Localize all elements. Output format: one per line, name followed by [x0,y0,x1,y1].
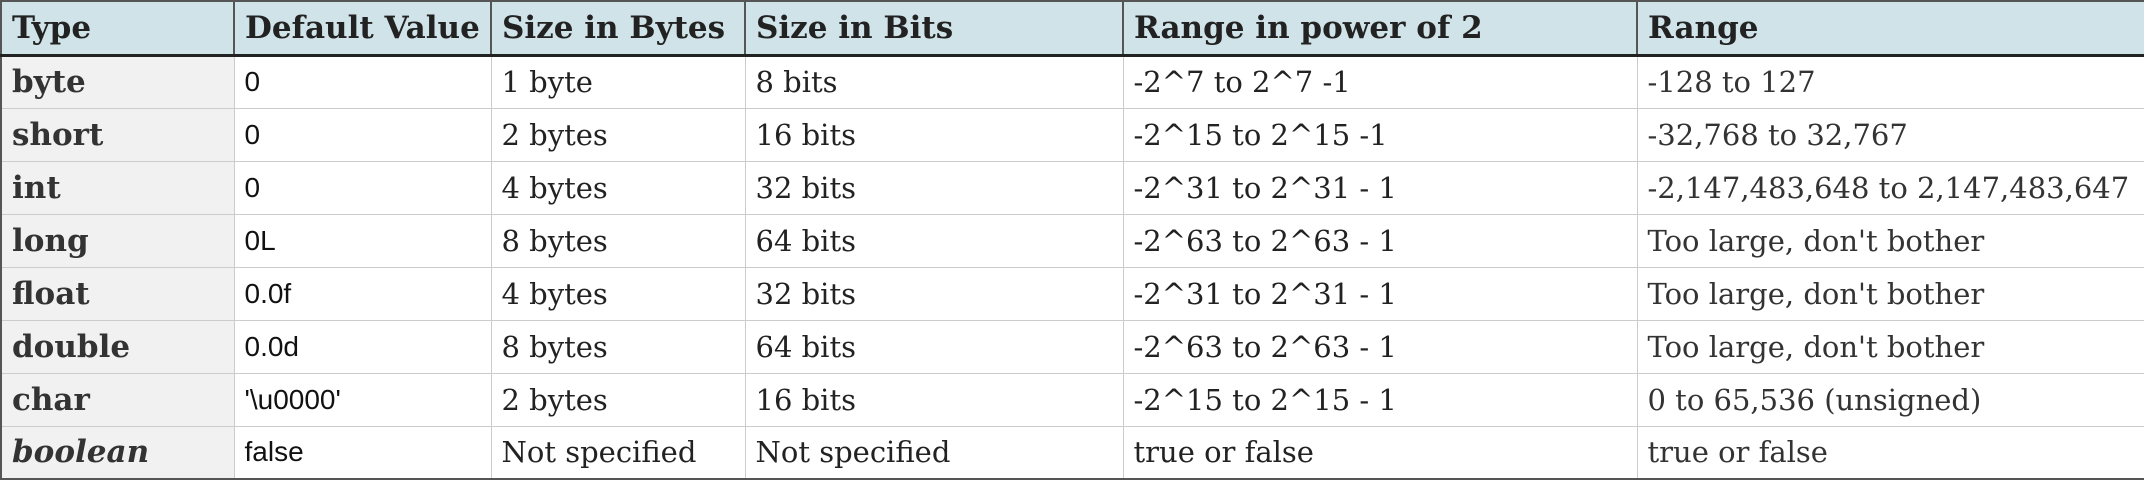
range-cell: -128 to 127 [1636,54,2144,109]
default-value-cell: 0 [233,54,492,109]
range-power-cell: -2^31 to 2^31 - 1 [1122,160,1638,215]
range-power-cell: -2^7 to 2^7 -1 [1122,54,1638,109]
size-bytes-cell: Not specified [490,425,746,480]
header-type: Type [0,0,235,57]
range-cell: Too large, don't bother [1636,213,2144,268]
size-bits-cell: 16 bits [744,107,1124,162]
table-row: int 0 4 bytes 32 bits -2^31 to 2^31 - 1 … [0,160,2144,215]
type-cell: float [0,266,235,321]
header-default-value: Default Value [233,0,492,57]
table-row: char '\u0000' 2 bytes 16 bits -2^15 to 2… [0,372,2144,427]
size-bytes-cell: 2 bytes [490,107,746,162]
size-bytes-cell: 4 bytes [490,266,746,321]
table-row: double 0.0d 8 bytes 64 bits -2^63 to 2^6… [0,319,2144,374]
range-cell: -2,147,483,648 to 2,147,483,647 [1636,160,2144,215]
type-cell: byte [0,54,235,109]
type-cell: double [0,319,235,374]
size-bytes-cell: 8 bytes [490,319,746,374]
range-power-cell: -2^63 to 2^63 - 1 [1122,319,1638,374]
default-value-cell: 0 [233,107,492,162]
type-cell: long [0,213,235,268]
range-power-cell: -2^15 to 2^15 - 1 [1122,372,1638,427]
header-range: Range [1636,0,2144,57]
size-bits-cell: Not specified [744,425,1124,480]
range-power-cell: -2^63 to 2^63 - 1 [1122,213,1638,268]
header-range-power: Range in power of 2 [1122,0,1638,57]
table-row: float 0.0f 4 bytes 32 bits -2^31 to 2^31… [0,266,2144,321]
type-cell: boolean [0,425,235,480]
header-row: Type Default Value Size in Bytes Size in… [0,0,2144,57]
size-bytes-cell: 4 bytes [490,160,746,215]
table-row: short 0 2 bytes 16 bits -2^15 to 2^15 -1… [0,107,2144,162]
type-cell: int [0,160,235,215]
range-cell: true or false [1636,425,2144,480]
range-power-cell: true or false [1122,425,1638,480]
default-value-cell: 0.0f [233,266,492,321]
table-row: boolean false Not specified Not specifie… [0,425,2144,480]
header-size-bytes: Size in Bytes [490,0,746,57]
size-bits-cell: 8 bits [744,54,1124,109]
range-power-cell: -2^31 to 2^31 - 1 [1122,266,1638,321]
size-bytes-cell: 8 bytes [490,213,746,268]
type-cell: char [0,372,235,427]
default-value-cell: false [233,425,492,480]
header-size-bits: Size in Bits [744,0,1124,57]
default-value-cell: 0.0d [233,319,492,374]
range-cell: Too large, don't bother [1636,266,2144,321]
size-bits-cell: 32 bits [744,160,1124,215]
size-bits-cell: 64 bits [744,213,1124,268]
table-row: byte 0 1 byte 8 bits -2^7 to 2^7 -1 -128… [0,54,2144,109]
size-bits-cell: 64 bits [744,319,1124,374]
size-bits-cell: 16 bits [744,372,1124,427]
default-value-cell: 0 [233,160,492,215]
range-cell: 0 to 65,536 (unsigned) [1636,372,2144,427]
default-value-cell: 0L [233,213,492,268]
size-bits-cell: 32 bits [744,266,1124,321]
size-bytes-cell: 1 byte [490,54,746,109]
type-cell: short [0,107,235,162]
default-value-cell: '\u0000' [233,372,492,427]
range-power-cell: -2^15 to 2^15 -1 [1122,107,1638,162]
range-cell: Too large, don't bother [1636,319,2144,374]
range-cell: -32,768 to 32,767 [1636,107,2144,162]
size-bytes-cell: 2 bytes [490,372,746,427]
table-row: long 0L 8 bytes 64 bits -2^63 to 2^63 - … [0,213,2144,268]
